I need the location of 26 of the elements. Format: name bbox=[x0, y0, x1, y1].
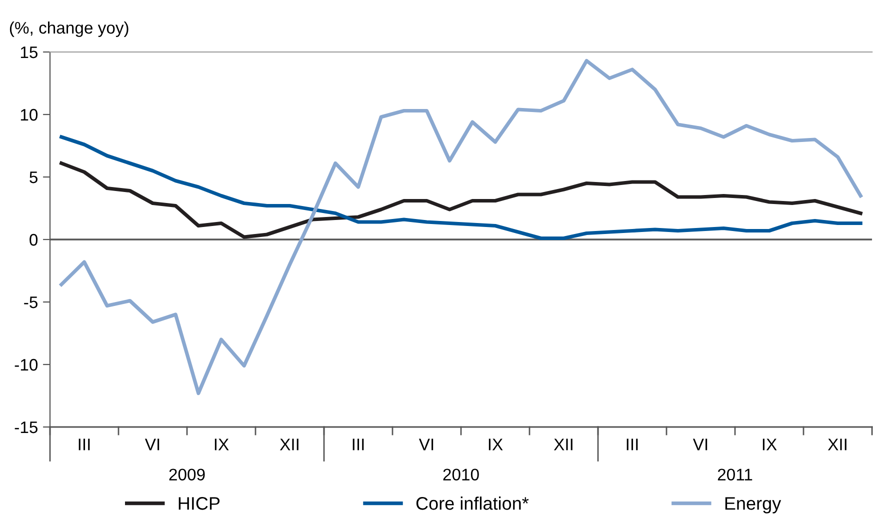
text: 2009 bbox=[169, 468, 205, 480]
y-tick-label: 15 bbox=[20, 46, 38, 58]
text: 2011 bbox=[718, 468, 752, 480]
x-tick-label: VI bbox=[418, 438, 434, 450]
legend-label: HICP bbox=[178, 497, 220, 510]
x-tick-label: III bbox=[626, 438, 638, 450]
x-tick-label: III bbox=[78, 438, 90, 450]
y-tick-label: -5 bbox=[24, 296, 38, 308]
x-tick-label: VI bbox=[144, 438, 160, 450]
x-tick-label: XII bbox=[554, 438, 572, 450]
y-axis-title: (%, change yoy) bbox=[10, 21, 128, 37]
y-tick-label: -10 bbox=[14, 358, 38, 371]
y-tick-label: 5 bbox=[30, 172, 38, 184]
y-tick-label: 0 bbox=[30, 234, 38, 246]
x-tick-label: IX bbox=[214, 438, 229, 450]
y-tick-label: 10 bbox=[20, 108, 38, 121]
text: 2010 bbox=[443, 468, 479, 480]
x-tick-label: III bbox=[352, 438, 364, 450]
legend-label: Core inflation* bbox=[416, 496, 529, 510]
x-tick-label: XII bbox=[828, 438, 846, 450]
legend-label: Energy bbox=[725, 497, 782, 514]
x-tick-label: IX bbox=[762, 438, 777, 450]
x-tick-label: IX bbox=[488, 438, 503, 450]
x-tick-label: XII bbox=[280, 438, 298, 450]
y-tick-label: -15 bbox=[14, 422, 38, 434]
x-tick-label: VI bbox=[692, 438, 708, 450]
